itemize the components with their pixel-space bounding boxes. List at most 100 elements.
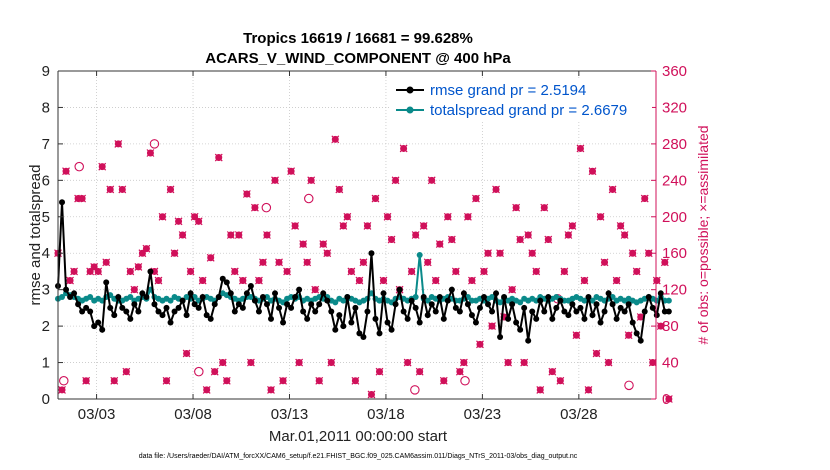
obs-point-cross: [584, 385, 593, 394]
obs-point-cross: [130, 285, 139, 294]
series-rmse-marker: [263, 301, 270, 308]
series-rmse-marker: [553, 304, 560, 311]
obs-point-cross: [660, 258, 669, 267]
obs-point-cross: [94, 267, 103, 276]
obs-point-cross: [387, 235, 396, 244]
obs-point-cross: [524, 231, 533, 239]
obs-point-cross: [206, 253, 215, 262]
series-rmse-marker: [444, 297, 451, 304]
series-rmse-marker: [561, 308, 568, 315]
series-rmse-marker: [517, 326, 524, 333]
series-rmse-marker: [159, 312, 166, 319]
series-rmse-marker: [207, 315, 214, 322]
series-rmse-marker: [95, 319, 102, 326]
series-rmse-marker: [67, 293, 74, 300]
series-rmse-marker: [593, 301, 600, 308]
series-rmse-marker: [581, 315, 588, 322]
series-rmse-marker: [187, 290, 194, 297]
series-rmse-marker: [625, 301, 632, 308]
obs-point-cross: [166, 185, 175, 194]
series-rmse-marker: [163, 304, 170, 311]
obs-point-cross: [391, 176, 400, 185]
series-rmse-marker: [485, 301, 492, 308]
y-tick-label-right: 320: [662, 99, 687, 116]
obs-point-cross: [142, 244, 151, 253]
series-rmse-marker: [665, 308, 672, 315]
series-rmse-marker: [179, 297, 186, 304]
series-rmse-marker: [372, 315, 379, 322]
x-tick-label: 03/18: [367, 406, 405, 423]
obs-point-cross: [560, 267, 569, 276]
series-rmse-marker: [424, 312, 431, 319]
obs-point-cross: [435, 240, 444, 249]
series-rmse-marker: [195, 304, 202, 311]
obs-point-cross: [347, 267, 356, 276]
series-rmse-marker: [292, 293, 299, 300]
y-tick-label: 5: [42, 209, 50, 226]
series-rmse-marker: [577, 304, 584, 311]
obs-point-cross: [644, 249, 653, 258]
obs-point-cross: [230, 267, 239, 276]
obs-point-cross: [403, 358, 412, 367]
obs-possible-point: [624, 380, 634, 391]
obs-point-cross: [419, 221, 428, 230]
series-totalspread-marker: [489, 293, 496, 300]
series-rmse-marker: [328, 308, 335, 315]
x-tick-label: 03/13: [271, 406, 309, 423]
axes: 0 1 2 3 4 5 6 7 8 9 0 40 80 120 160 200 240 280 320 360 03/0…: [42, 63, 687, 423]
obs-point-cross: [335, 185, 344, 194]
obs-point-cross: [222, 376, 231, 385]
series-rmse-marker: [637, 337, 644, 344]
series-rmse-marker: [288, 304, 295, 311]
series-rmse-marker: [259, 293, 266, 300]
obs-point-cross: [375, 367, 384, 376]
obs-point-cross: [82, 376, 91, 385]
obs-point-cross: [431, 276, 440, 285]
obs-point-cross: [363, 221, 372, 230]
obs-point-cross: [624, 331, 633, 340]
series-rmse-marker: [107, 304, 114, 311]
obs-point-cross: [516, 235, 525, 244]
series-rmse-marker: [284, 301, 291, 308]
series-rmse-marker: [376, 330, 383, 337]
series-rmse-marker: [617, 304, 624, 311]
obs-possible-point: [59, 376, 69, 386]
series-rmse-marker: [59, 199, 66, 206]
series-rmse-marker: [657, 290, 664, 297]
series-rmse-marker: [525, 337, 532, 344]
series-rmse-marker: [352, 304, 359, 311]
series-rmse-marker: [223, 279, 230, 286]
y-axis-label: rmse and totalspread: [27, 165, 44, 306]
y-tick-label-right: 0: [662, 391, 670, 408]
obs-point-cross: [608, 185, 617, 194]
obs-point-cross: [512, 203, 521, 212]
series-rmse-marker: [175, 304, 182, 311]
obs-point-cross: [415, 367, 424, 376]
legend-entry-spread: totalspread grand pr = 2.6679: [430, 102, 627, 119]
obs-point-cross: [411, 231, 420, 239]
obs-point-cross: [255, 276, 263, 285]
series-rmse-marker: [653, 312, 660, 319]
series-rmse-marker: [203, 312, 210, 319]
obs-point-cross: [443, 212, 452, 221]
obs-point-cross: [327, 358, 336, 367]
x-tick-label: 03/23: [464, 406, 502, 423]
obs-point-cross: [600, 258, 609, 267]
obs-point-cross: [596, 212, 605, 221]
obs-point-cross: [399, 144, 408, 153]
series-totalspread-marker: [127, 293, 134, 300]
series-rmse-marker: [480, 293, 487, 300]
obs-point-cross: [319, 240, 328, 249]
series-totalspread-marker: [87, 293, 94, 300]
y-tick-label-right: 80: [662, 318, 679, 335]
y-axis-label-right: # of obs: o=possible; ×=assimilated: [695, 125, 711, 344]
obs-point-cross: [588, 167, 597, 176]
series-rmse-marker: [440, 315, 447, 322]
series-rmse-marker: [573, 308, 580, 315]
obs-possible-point: [410, 385, 420, 395]
series-rmse-marker: [103, 279, 110, 286]
y-tick-label-right: 120: [662, 282, 687, 299]
series-rmse-marker: [143, 293, 150, 300]
series-totalspread-marker: [59, 293, 66, 300]
obs-point-cross: [564, 231, 573, 239]
